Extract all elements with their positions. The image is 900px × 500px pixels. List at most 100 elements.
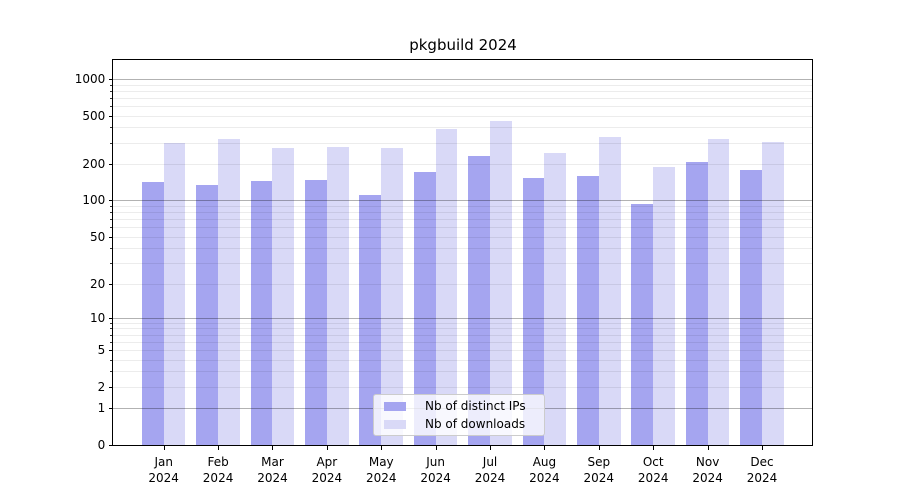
y-tick-mark	[108, 163, 114, 165]
gridline-minor	[113, 359, 813, 361]
chart-title: pkgbuild 2024	[409, 36, 517, 54]
y-minor-tick-mark	[110, 212, 114, 214]
y-tick-label: 100	[82, 193, 106, 208]
gridline-minor	[113, 205, 813, 207]
gridline-minor	[113, 334, 813, 336]
y-tick-label: 0	[97, 437, 106, 452]
x-tick-year: 2024	[365, 470, 397, 485]
bar-downloads-nov	[707, 139, 730, 445]
legend-swatch-downloads	[384, 419, 406, 429]
bar-ips-oct	[631, 203, 654, 445]
x-tick-label: Dec 2024	[732, 454, 792, 486]
x-tick-mark	[490, 445, 492, 451]
gridline-minor	[113, 84, 813, 86]
x-tick-year: 2024	[746, 470, 778, 485]
x-tick-label: Aug 2024	[514, 454, 574, 486]
gridline-minor	[113, 106, 813, 107]
x-tick-label: Jul 2024	[460, 454, 520, 486]
bar-downloads-sep	[598, 136, 621, 445]
x-tick-mark	[653, 445, 655, 451]
x-tick-label: Feb 2024	[188, 454, 248, 486]
x-tick-year: 2024	[420, 470, 451, 485]
y-tick-label: 50	[90, 229, 106, 244]
y-minor-tick-mark	[110, 97, 114, 99]
gridline-minor	[113, 341, 813, 343]
gridline-minor	[113, 90, 813, 92]
y-minor-tick-mark	[110, 219, 114, 221]
gridline-minor	[113, 142, 813, 144]
y-minor-tick-mark	[110, 371, 114, 373]
x-tick-year: 2024	[474, 470, 506, 485]
bar-ips-aug	[522, 177, 545, 445]
y-tick-label: 1	[97, 401, 106, 415]
y-tick-mark	[108, 386, 114, 388]
y-minor-tick-mark	[110, 205, 114, 207]
bar-downloads-jul	[490, 120, 512, 445]
gridline-minor	[113, 163, 813, 165]
bar-ips-sep	[577, 176, 599, 445]
bar-ips-jun	[413, 172, 436, 445]
y-tick-mark	[108, 79, 114, 80]
y-minor-tick-mark	[110, 322, 114, 324]
bar-ips-nov	[685, 162, 708, 445]
x-tick-month: Mar	[261, 454, 284, 469]
y-minor-tick-mark	[110, 248, 114, 250]
bar-downloads-may	[381, 147, 404, 445]
bars-layer	[113, 60, 812, 445]
bar-downloads-oct	[653, 166, 675, 445]
x-tick-mark	[707, 445, 709, 451]
x-tick-label: Nov 2024	[678, 454, 738, 486]
x-tick-mark	[544, 445, 546, 451]
x-tick-year: 2024	[148, 470, 179, 485]
x-tick-month: Jan	[154, 454, 173, 469]
x-tick-label: Mar 2024	[242, 454, 302, 486]
bar-downloads-apr	[326, 146, 349, 445]
x-tick-month: Sep	[587, 454, 611, 469]
x-tick-month: Apr	[316, 454, 338, 469]
x-tick-mark	[761, 445, 763, 451]
y-minor-tick-mark	[110, 84, 114, 86]
bar-downloads-dec	[761, 142, 784, 445]
y-tick-mark	[108, 408, 114, 409]
gridline-minor	[113, 212, 813, 214]
bar-ips-mar	[250, 180, 273, 445]
gridline-minor	[113, 115, 813, 117]
y-tick-mark	[108, 115, 114, 117]
bar-downloads-aug	[544, 152, 567, 445]
gridline-minor	[113, 227, 813, 229]
x-tick-mark	[218, 445, 220, 451]
x-tick-year: 2024	[692, 470, 723, 485]
y-tick-label: 20	[90, 276, 106, 291]
gridline-minor	[113, 386, 813, 388]
y-tick-label: 200	[82, 156, 106, 171]
legend-row: Nb of downloads	[374, 415, 544, 433]
bar-ips-jul	[468, 155, 491, 445]
y-tick-mark	[108, 317, 114, 319]
gridline-minor	[113, 248, 813, 250]
gridline-minor	[113, 236, 813, 238]
y-tick-mark	[108, 283, 114, 285]
x-tick-mark	[163, 445, 165, 451]
x-tick-month: May	[368, 454, 394, 469]
y-tick-label: 2	[97, 379, 106, 394]
legend-label: Nb of distinct IPs	[425, 399, 526, 413]
bar-downloads-jun	[435, 129, 458, 445]
gridline-minor	[113, 371, 813, 373]
y-tick-label: 1000	[74, 72, 106, 86]
y-tick-label: 10	[90, 310, 106, 325]
y-minor-tick-mark	[110, 227, 114, 229]
y-minor-tick-mark	[110, 142, 114, 144]
y-minor-tick-mark	[110, 359, 114, 361]
bar-downloads-mar	[272, 147, 295, 445]
x-tick-label: May 2024	[351, 454, 411, 486]
y-minor-tick-mark	[110, 328, 114, 330]
x-tick-month: Nov	[695, 454, 720, 469]
y-minor-tick-mark	[110, 262, 114, 264]
y-minor-tick-mark	[110, 127, 114, 129]
y-minor-tick-mark	[110, 106, 114, 107]
gridline-major	[113, 200, 813, 202]
x-tick-mark	[326, 445, 328, 451]
gridline-minor	[113, 127, 813, 129]
x-tick-year: 2024	[202, 470, 234, 485]
y-tick-mark	[108, 200, 114, 202]
